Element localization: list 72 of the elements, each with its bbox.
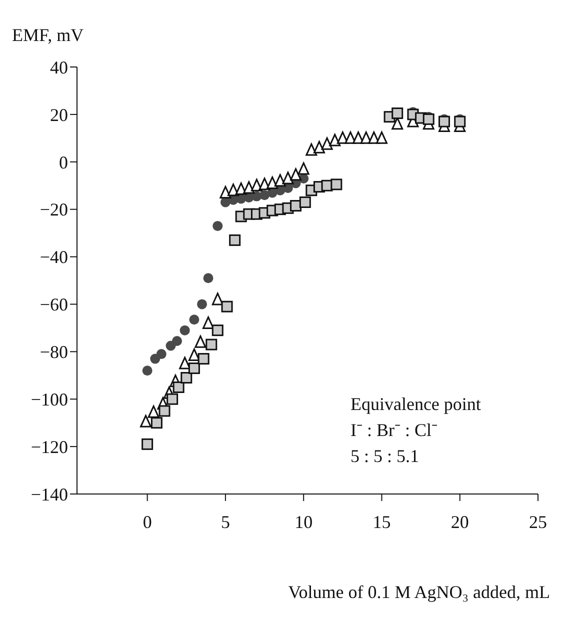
y-tick-label: −60 bbox=[40, 294, 68, 315]
point bbox=[221, 300, 233, 312]
point bbox=[198, 353, 210, 365]
point bbox=[376, 131, 388, 144]
point bbox=[250, 178, 262, 192]
point bbox=[212, 324, 224, 336]
point bbox=[197, 299, 208, 310]
point bbox=[454, 116, 466, 128]
point bbox=[392, 108, 404, 120]
point bbox=[313, 140, 325, 154]
point bbox=[172, 336, 182, 346]
x-tick-label: 10 bbox=[294, 512, 313, 532]
y-tick-label: −140 bbox=[30, 484, 68, 504]
point bbox=[148, 405, 160, 418]
point bbox=[158, 405, 170, 417]
point bbox=[180, 325, 190, 336]
y-tick-label: −20 bbox=[40, 200, 68, 220]
y-tick-label: 0 bbox=[59, 152, 68, 172]
point bbox=[306, 143, 318, 156]
y-tick-label: 20 bbox=[50, 104, 68, 125]
x-tick-label: 25 bbox=[529, 512, 547, 532]
point bbox=[172, 382, 184, 393]
point bbox=[188, 362, 200, 374]
point bbox=[329, 134, 341, 146]
point bbox=[203, 273, 214, 284]
point bbox=[229, 234, 241, 246]
x-axis-title: Volume of 0.1 M AgNO₃ added, mL bbox=[288, 582, 550, 602]
point bbox=[142, 438, 154, 450]
y-tick-label: −80 bbox=[40, 342, 68, 362]
point bbox=[438, 116, 450, 128]
point bbox=[298, 162, 310, 175]
point bbox=[290, 168, 302, 181]
point bbox=[344, 131, 356, 144]
x-tick-label: 20 bbox=[450, 512, 469, 532]
point bbox=[336, 131, 348, 144]
y-tick-label: −40 bbox=[40, 247, 68, 268]
point bbox=[220, 186, 232, 198]
point bbox=[274, 174, 286, 187]
x-tick-label: 5 bbox=[220, 512, 230, 532]
point bbox=[212, 220, 223, 231]
point bbox=[352, 131, 364, 144]
point bbox=[243, 181, 255, 194]
point bbox=[142, 366, 152, 376]
point bbox=[166, 393, 178, 405]
point bbox=[212, 292, 224, 306]
point bbox=[260, 190, 270, 200]
point bbox=[140, 414, 152, 428]
point bbox=[330, 178, 342, 190]
point bbox=[180, 372, 192, 384]
y-tick-label: 40 bbox=[50, 57, 68, 78]
y-axis-title: EMF, mV bbox=[12, 25, 84, 45]
point bbox=[235, 182, 247, 195]
point bbox=[156, 349, 166, 360]
point bbox=[266, 176, 278, 189]
x-tick-label: 15 bbox=[372, 512, 391, 532]
x-tick-label: 0 bbox=[142, 512, 152, 532]
annotation: 5 : 5 : 5.1 bbox=[350, 446, 419, 466]
point bbox=[360, 131, 372, 144]
point bbox=[189, 314, 200, 325]
point bbox=[194, 335, 206, 348]
point bbox=[368, 131, 380, 144]
point bbox=[282, 172, 294, 184]
annotation: Equivalence point bbox=[350, 394, 481, 414]
point bbox=[299, 196, 311, 208]
point bbox=[206, 338, 218, 350]
point bbox=[150, 417, 162, 429]
point bbox=[258, 178, 270, 190]
annotation: I⁻ : Br⁻ : Cl⁻ bbox=[350, 420, 438, 440]
point bbox=[321, 137, 333, 150]
point bbox=[422, 113, 434, 125]
y-tick-label: −120 bbox=[30, 436, 68, 457]
y-tick-label: −100 bbox=[30, 390, 68, 410]
